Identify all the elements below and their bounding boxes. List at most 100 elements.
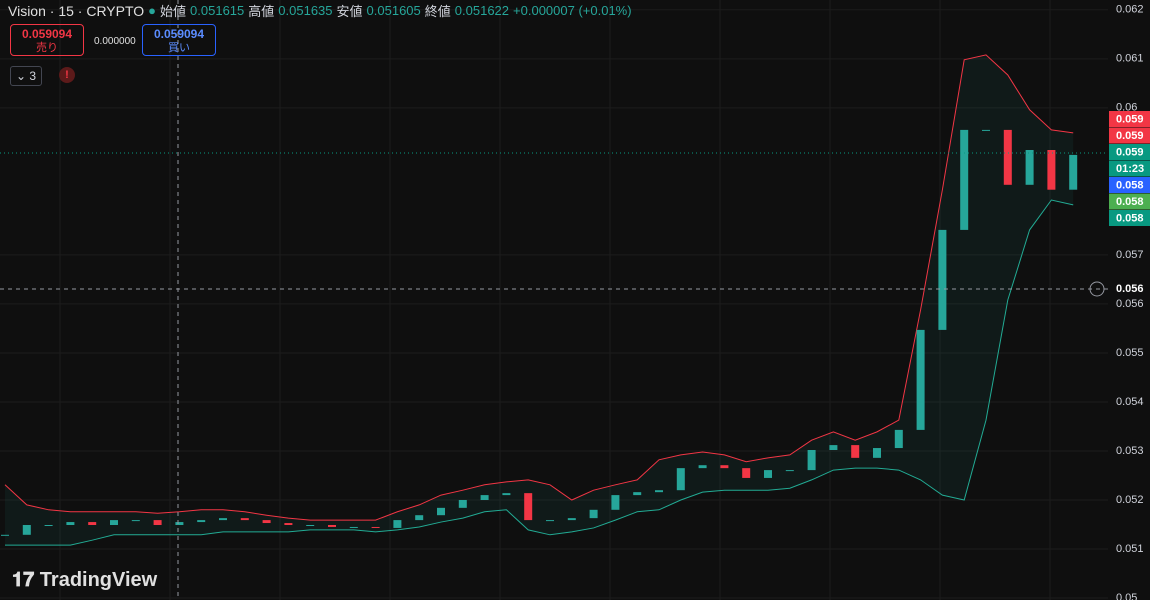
candle xyxy=(131,520,140,522)
y-tick-label: 0.052 xyxy=(1116,494,1144,506)
candle xyxy=(1025,150,1034,185)
y-tick-label: 0.06 xyxy=(1116,102,1137,114)
price-tag xyxy=(1109,160,1150,177)
candle xyxy=(371,526,380,528)
candle xyxy=(306,525,315,526)
candle xyxy=(633,492,642,496)
upper-band xyxy=(4,54,1074,521)
logo: 𝟏𝟕 xyxy=(12,569,40,591)
candle xyxy=(349,526,358,528)
candle xyxy=(44,525,53,526)
price: 0.059094 xyxy=(153,27,205,41)
candle xyxy=(982,129,990,131)
candle xyxy=(524,493,533,521)
dot: ● xyxy=(148,3,157,18)
candle xyxy=(1,534,9,536)
crosshair-tag xyxy=(1109,281,1150,297)
candle xyxy=(328,525,336,527)
buy-button[interactable]: 0.059094 買い xyxy=(142,24,216,56)
candle xyxy=(110,520,118,525)
candle xyxy=(415,515,424,521)
price-tag xyxy=(1109,177,1150,193)
price-tag-label: 0.059 xyxy=(1116,146,1144,158)
candle xyxy=(262,520,271,524)
crosshair-label: 0.056 xyxy=(1116,283,1144,295)
candle xyxy=(219,518,227,521)
price-tag-label: 01:23 xyxy=(1116,163,1144,175)
candle xyxy=(785,470,794,472)
candle xyxy=(589,509,598,519)
y-tick-label: 0.056 xyxy=(1116,298,1144,310)
candle xyxy=(894,429,903,449)
band-fill xyxy=(5,54,1074,546)
price-tag xyxy=(1109,111,1150,127)
candle xyxy=(153,520,162,525)
candle xyxy=(676,468,685,491)
price-tag-label: 0.058 xyxy=(1116,196,1144,208)
candle xyxy=(938,229,947,330)
candle xyxy=(742,468,751,478)
candle xyxy=(240,518,249,521)
value: 0.051622 xyxy=(454,3,510,18)
candle xyxy=(960,129,969,230)
add-button xyxy=(1089,281,1105,297)
price-tag-label: 0.059 xyxy=(1116,113,1144,125)
candle xyxy=(88,522,97,525)
candle xyxy=(1003,129,1012,185)
y-tick-label: 0.054 xyxy=(1116,396,1144,408)
value: 0.051635 xyxy=(278,3,333,18)
y-tick-label: 0.061 xyxy=(1116,53,1144,65)
change: +0.000007 (+0.01%) xyxy=(513,3,632,18)
y-tick-label: 0.053 xyxy=(1116,445,1144,457)
price-tag-label: 0.059 xyxy=(1116,130,1144,142)
candle xyxy=(655,490,663,493)
brand-name: TradingView xyxy=(39,569,158,591)
spread: 0.000000 xyxy=(94,36,136,47)
candle xyxy=(480,495,489,500)
candle xyxy=(458,500,467,508)
label: 終値 xyxy=(424,4,451,19)
label: 安値 xyxy=(336,4,363,19)
label: 売り xyxy=(36,42,58,54)
count: 3 xyxy=(29,69,37,83)
legend-header: Vision · 15 · CRYPTO ● 始値 0.051615 高値 0.05… xyxy=(8,1,632,20)
y-tick-label: 0.05 xyxy=(1116,592,1137,600)
candle xyxy=(393,520,402,528)
price: 0.059094 xyxy=(21,27,73,41)
candle xyxy=(1047,150,1056,190)
indicators-toggle[interactable]: ⌄ 3 xyxy=(10,66,42,86)
candle xyxy=(916,329,925,430)
sell-button[interactable]: 0.059094 売り xyxy=(10,24,84,56)
candle xyxy=(720,465,729,469)
candle xyxy=(698,465,707,469)
candle xyxy=(175,522,184,525)
candle xyxy=(502,493,511,496)
candle xyxy=(66,522,75,525)
y-tick-label: 0.062 xyxy=(1116,4,1144,16)
axis-bg xyxy=(1108,0,1150,600)
candle xyxy=(807,450,816,471)
label: 高値 xyxy=(248,4,275,19)
symbol[interactable]: Vision · 15 · CRYPTO xyxy=(8,2,145,19)
label: 始値 xyxy=(160,4,187,19)
candle xyxy=(764,470,772,478)
candle xyxy=(284,523,293,525)
candle xyxy=(197,520,206,523)
label: 買い xyxy=(168,42,190,54)
error-icon[interactable]: ! xyxy=(59,67,75,83)
y-tick-label: 0.051 xyxy=(1116,543,1144,555)
price-tag xyxy=(1109,127,1150,144)
value: 0.051605 xyxy=(366,3,421,18)
candle xyxy=(567,518,576,521)
candle xyxy=(851,445,860,458)
candle xyxy=(829,445,838,450)
candle xyxy=(873,448,881,458)
brand: 𝟏𝟕 TradingView xyxy=(12,569,157,592)
candle xyxy=(546,520,554,522)
price-tag xyxy=(1109,144,1150,160)
candle xyxy=(22,525,31,535)
price-tag-label: 0.058 xyxy=(1116,179,1144,191)
y-tick-label: 0.055 xyxy=(1116,347,1144,359)
